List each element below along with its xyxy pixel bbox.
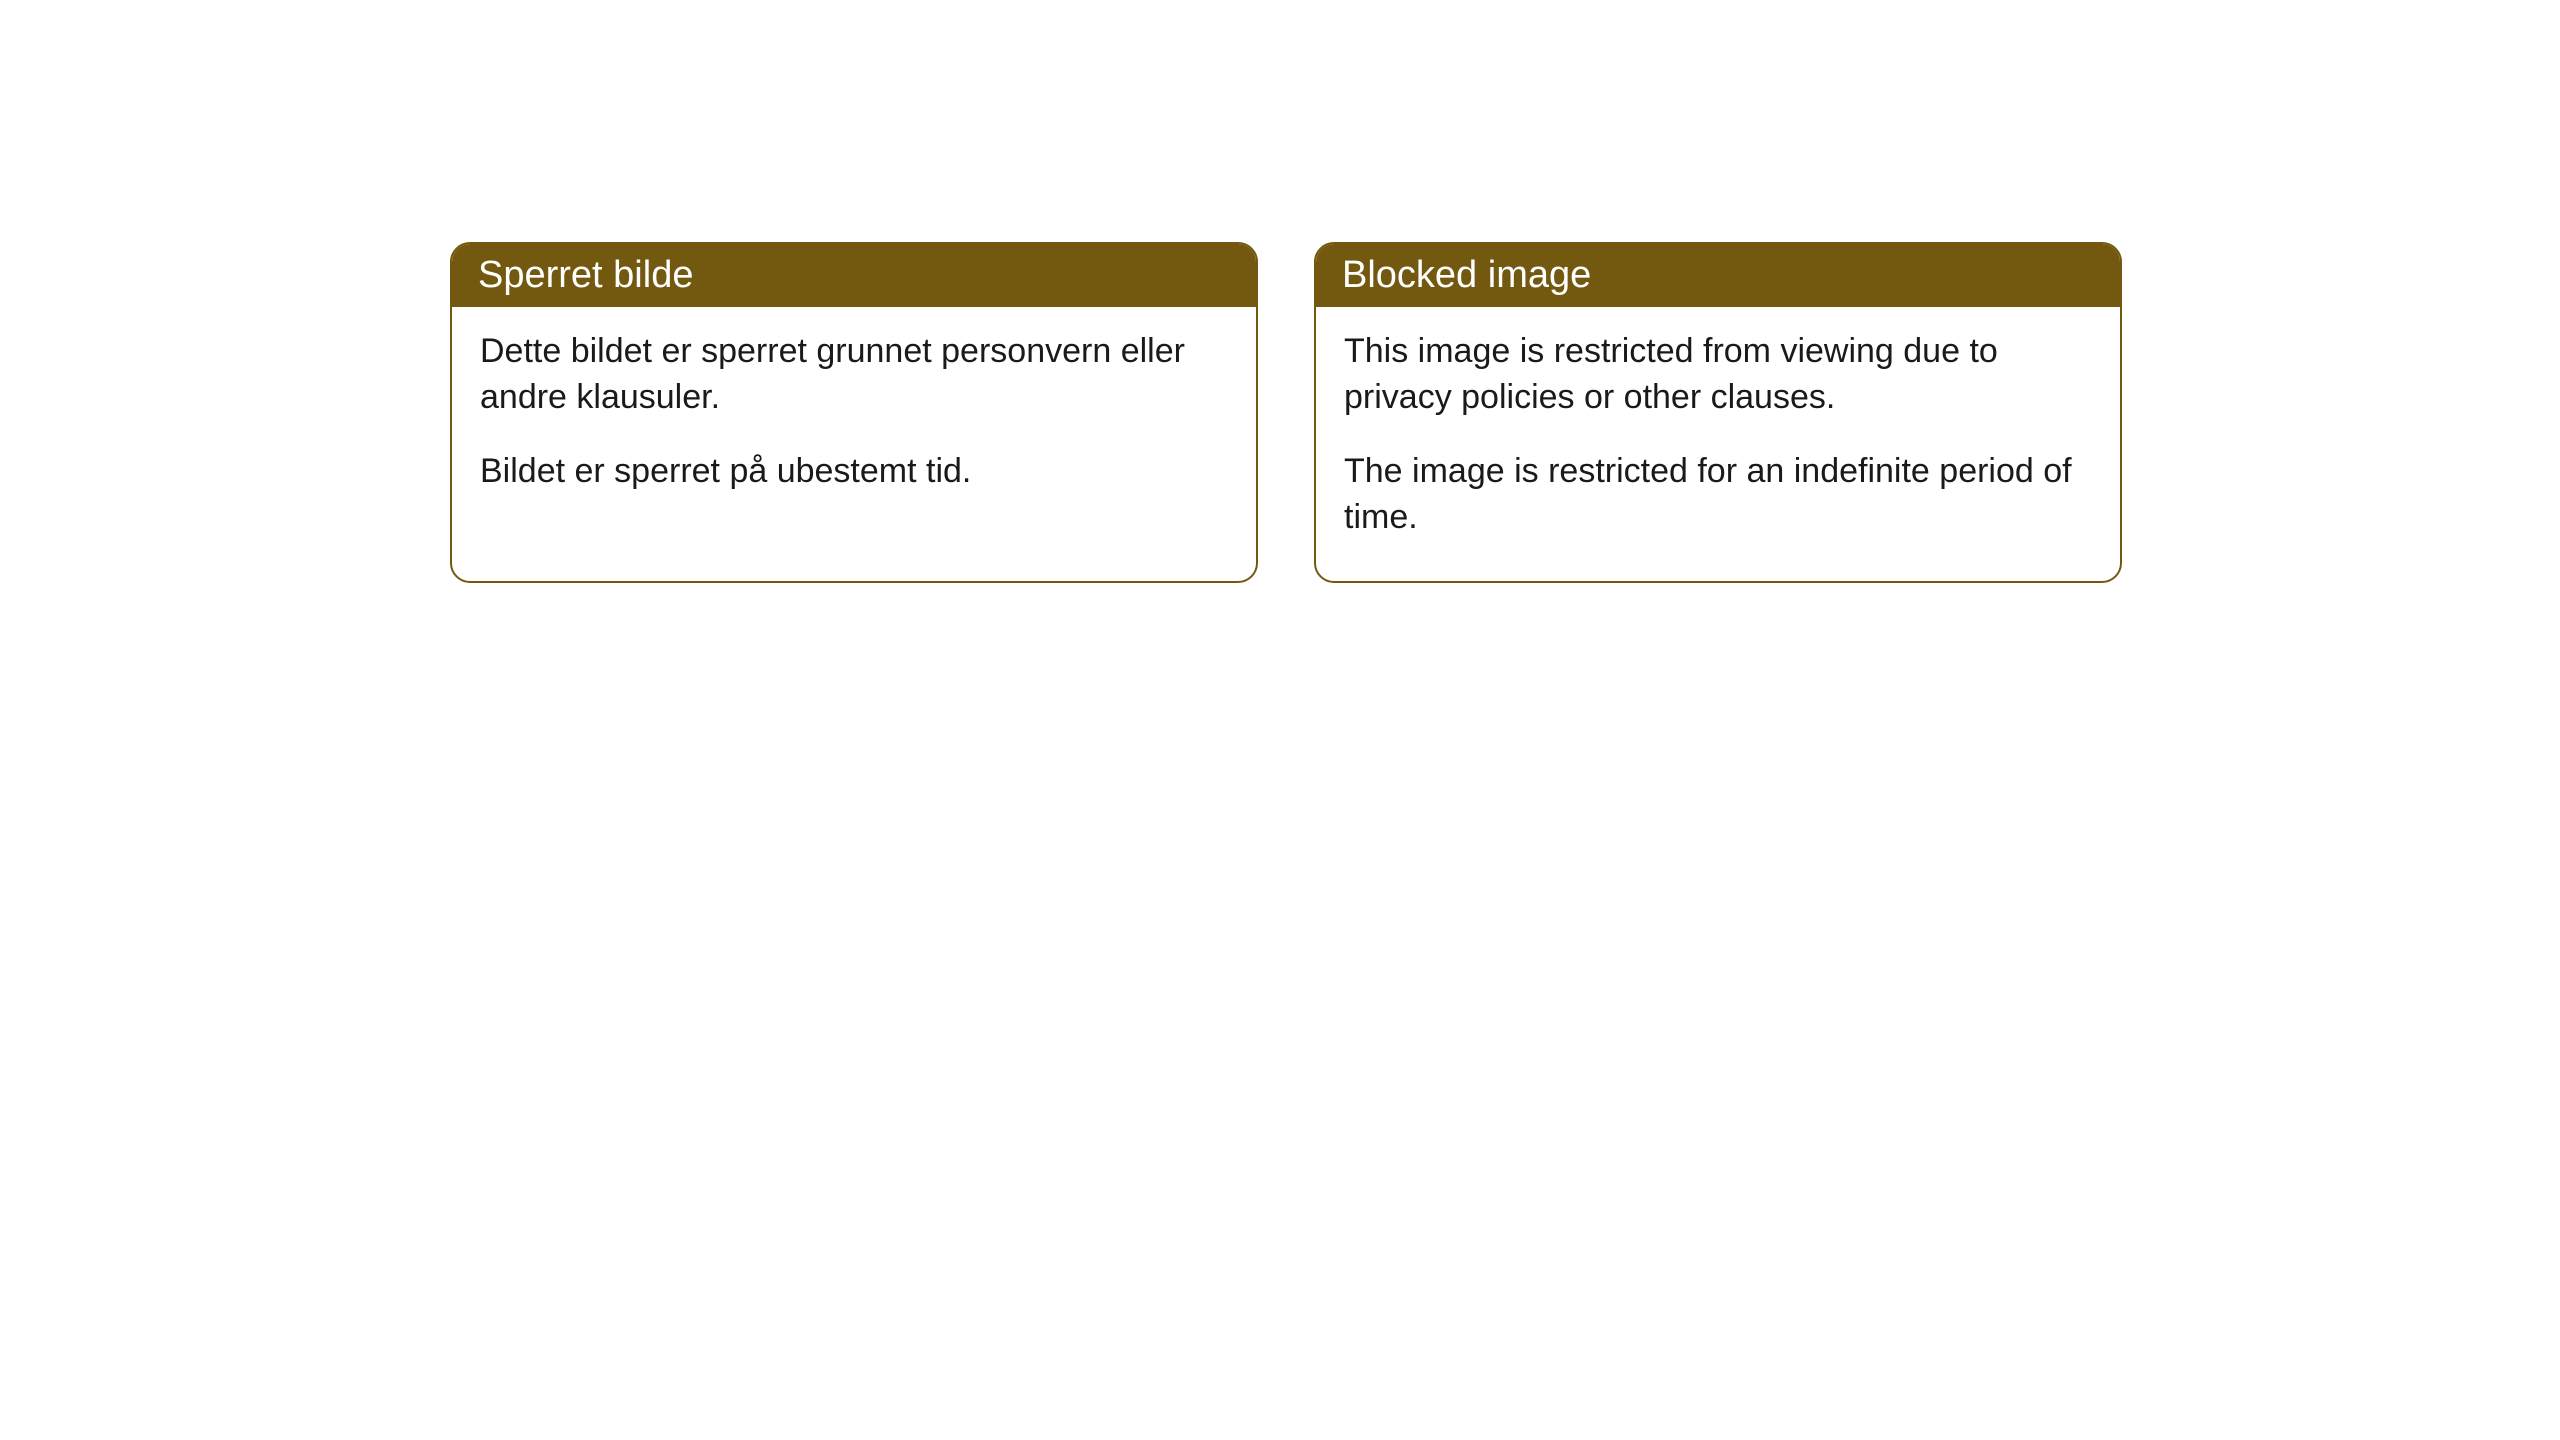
card-paragraph: This image is restricted from viewing du…	[1344, 329, 2092, 421]
card-paragraph: Bildet er sperret på ubestemt tid.	[480, 449, 1228, 495]
notice-cards-container: Sperret bilde Dette bildet er sperret gr…	[450, 242, 2122, 583]
card-paragraph: The image is restricted for an indefinit…	[1344, 449, 2092, 541]
notice-card-english: Blocked image This image is restricted f…	[1314, 242, 2122, 583]
card-body: Dette bildet er sperret grunnet personve…	[452, 307, 1256, 535]
notice-card-norwegian: Sperret bilde Dette bildet er sperret gr…	[450, 242, 1258, 583]
card-body: This image is restricted from viewing du…	[1316, 307, 2120, 581]
card-header: Sperret bilde	[452, 244, 1256, 307]
card-paragraph: Dette bildet er sperret grunnet personve…	[480, 329, 1228, 421]
card-header: Blocked image	[1316, 244, 2120, 307]
